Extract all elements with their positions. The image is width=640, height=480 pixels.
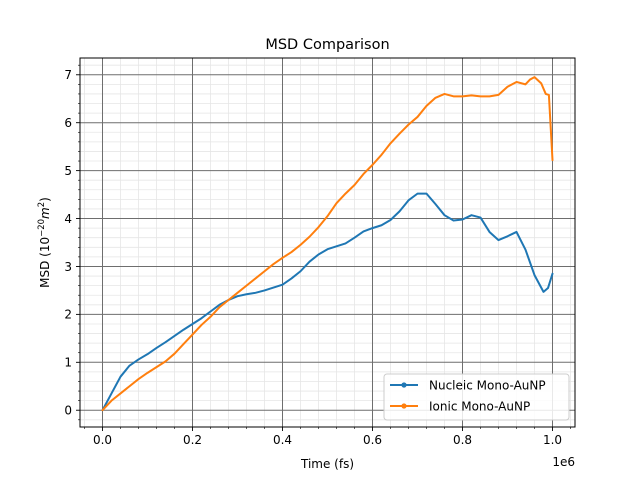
y-tick-label: 6 xyxy=(64,116,72,130)
y-tick-label: 7 xyxy=(64,68,72,82)
y-tick-label: 0 xyxy=(64,404,72,418)
legend-marker-1 xyxy=(401,382,407,388)
y-label-prefix: MSD (10 xyxy=(38,237,52,288)
y-tick-label: 4 xyxy=(64,212,72,226)
legend-marker-2 xyxy=(401,403,407,409)
legend-box xyxy=(383,373,570,421)
y-axis-label: MSD (10−20m2) xyxy=(37,197,52,288)
legend: Nucleic Mono-AuNP Ionic Mono-AuNP xyxy=(383,373,570,421)
x-tick-label: 1.0 xyxy=(543,433,562,447)
x-tick-label: 0.0 xyxy=(93,433,112,447)
x-tick-label: 0.2 xyxy=(183,433,202,447)
y-tick-label: 5 xyxy=(64,164,72,178)
x-tick-label: 0.6 xyxy=(363,433,382,447)
plot-area xyxy=(80,58,575,427)
x-offset-label: 1e6 xyxy=(552,455,575,469)
x-axis: 0.0 0.2 0.4 0.6 0.8 1.0 xyxy=(84,427,571,447)
y-label-unit: m xyxy=(38,207,52,219)
x-tick-label: 0.8 xyxy=(453,433,472,447)
legend-label-1: Nucleic Mono-AuNP xyxy=(429,378,546,392)
minor-grid xyxy=(80,58,575,427)
chart-title: MSD Comparison xyxy=(265,37,389,53)
x-axis-label: Time (fs) xyxy=(300,457,354,471)
series-line-1 xyxy=(101,192,554,412)
y-axis: 0 1 2 3 4 5 6 7 xyxy=(64,64,80,421)
x-tick-label: 0.4 xyxy=(273,433,292,447)
series-line-2 xyxy=(101,76,554,412)
y-tick-label: 1 xyxy=(64,356,72,370)
legend-label-2: Ionic Mono-AuNP xyxy=(429,399,530,413)
major-grid xyxy=(80,58,575,427)
y-label-suffix: ) xyxy=(38,197,52,202)
series-layer xyxy=(101,76,554,412)
y-label-unit-exponent: 2 xyxy=(37,202,47,207)
y-label-exponent: −20 xyxy=(37,219,47,237)
y-tick-label: 3 xyxy=(64,260,72,274)
y-tick-label: 2 xyxy=(64,308,72,322)
plot-frame xyxy=(79,57,576,428)
